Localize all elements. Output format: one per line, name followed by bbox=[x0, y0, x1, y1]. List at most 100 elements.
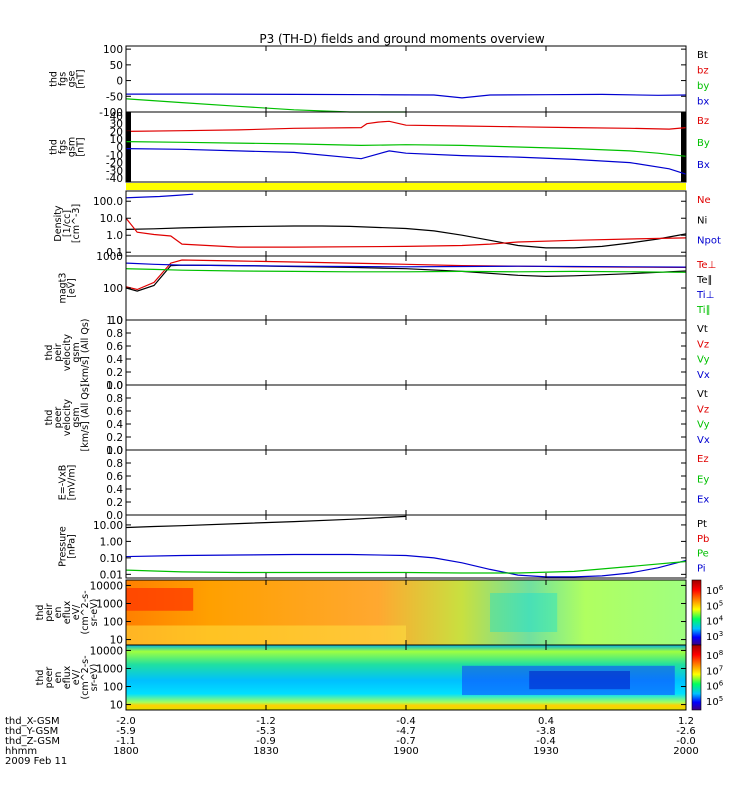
flag-bar bbox=[126, 183, 686, 190]
ytick-label: 100.0 bbox=[93, 196, 123, 208]
xaxis-row-label: thd_Y-GSM bbox=[5, 726, 58, 737]
ylabel-line: [nT] bbox=[76, 137, 87, 156]
ytick-label: 0.0 bbox=[106, 380, 123, 392]
colorbar-label: 104 bbox=[706, 615, 724, 628]
xaxis-row-label: thd_Z-GSM bbox=[5, 736, 60, 747]
series-Te∥ bbox=[125, 264, 687, 292]
xaxis-value: -5.9 bbox=[116, 726, 136, 737]
ytick-label: -40 bbox=[106, 173, 123, 185]
ylabel-line: Density bbox=[53, 205, 64, 241]
xaxis-value: -0.9 bbox=[256, 736, 276, 747]
legend-Bt: Bt bbox=[697, 50, 708, 61]
series-Ti∥ bbox=[125, 268, 687, 273]
legend-Vz: Vz bbox=[697, 404, 709, 415]
ytick-label: 0.4 bbox=[106, 354, 123, 366]
ytick-label: 0.10 bbox=[100, 553, 123, 565]
legend-bz: bz bbox=[697, 66, 709, 77]
xaxis-row-label: hhmm bbox=[5, 746, 37, 757]
ytick-label: 1.0 bbox=[106, 445, 123, 457]
panel-peir_eflux: 106 105 104 103 10000 1000 100 10 thdpeireneflux… bbox=[35, 579, 724, 647]
colorbar-label: 106 bbox=[706, 680, 724, 693]
series-Ni bbox=[125, 225, 687, 249]
ylabel-line: magt3 bbox=[58, 273, 69, 304]
ytick-label: 10 bbox=[110, 134, 123, 146]
legend-Ti∥: Ti∥ bbox=[696, 305, 711, 316]
colorbar-peer_eflux bbox=[691, 644, 702, 711]
frame-peer_velocity bbox=[125, 384, 687, 451]
xaxis-value: 1.2 bbox=[678, 716, 694, 727]
ytick-label: 1000 bbox=[96, 663, 123, 675]
ytick-label: 0.2 bbox=[106, 367, 123, 379]
legend-Ey: Ey bbox=[697, 474, 709, 485]
legend-Ez: Ez bbox=[697, 454, 709, 465]
ytick-label: 0.0 bbox=[106, 445, 123, 457]
ytick-label: 10 bbox=[110, 700, 123, 712]
legend-Ne: Ne bbox=[697, 195, 711, 206]
ytick-label: 100 bbox=[103, 44, 123, 56]
ylabel-line: Pressure bbox=[58, 526, 69, 567]
panel-peer_velocity: 1.00.80.60.40.20.0thdpeervelocitygsm[km/… bbox=[44, 380, 710, 457]
ytick-label: 0.0 bbox=[106, 510, 123, 522]
panel-temperature: 1000 100 10 magt3[eV] Te⊥ Te∥ Ti⊥ Ti∥ bbox=[58, 251, 717, 327]
xaxis-row-label: thd_X-GSM bbox=[5, 716, 60, 727]
legend-Vz: Vz bbox=[697, 339, 709, 350]
frame-fgs_gse bbox=[125, 45, 687, 113]
ytick-label: 40 bbox=[110, 111, 123, 123]
x-axis-labels: thd_X-GSM -2.0 -1.2 -0.4 0.4 1.2 thd_Y-GSM -5.9… bbox=[5, 716, 699, 767]
ylabel-line: gsm bbox=[71, 407, 82, 427]
ytick-label: 1.0 bbox=[106, 380, 123, 392]
ylabel-line: peir bbox=[53, 343, 64, 362]
xaxis-value: 0.4 bbox=[538, 716, 554, 727]
legend-Bx: Bx bbox=[697, 160, 710, 171]
ylabel-line: peer bbox=[53, 407, 64, 429]
ylabel-line: (cm^2-s- bbox=[80, 656, 91, 700]
ylabel-line: sr-eV) bbox=[89, 664, 100, 692]
ylabel-line: gsm bbox=[71, 342, 82, 362]
panel-pressure: 10.00 1.00 0.10 0.01 Pressure[nPa] Pt Pb Pe Pi bbox=[58, 514, 709, 581]
ylabel-line: en bbox=[53, 607, 64, 619]
colorbar-label: 106 bbox=[706, 584, 724, 597]
xaxis-value: -1.2 bbox=[256, 716, 276, 727]
ylabel-line: velocity bbox=[62, 399, 73, 437]
ytick-label: 0.2 bbox=[106, 497, 123, 509]
series-Pe bbox=[125, 560, 687, 574]
xaxis-value: -2.0 bbox=[116, 716, 136, 727]
ytick-label: -10 bbox=[106, 150, 123, 162]
ytick-label: -50 bbox=[106, 91, 123, 103]
xaxis-value: -2.6 bbox=[676, 726, 696, 737]
ytick-label: -20 bbox=[106, 158, 123, 170]
legend-Bz: Bz bbox=[697, 116, 709, 127]
ylabel-line: eV/ bbox=[71, 669, 82, 685]
ylabel-line: peir bbox=[44, 603, 55, 622]
panel-peir_velocity: 1.00.80.60.40.20.0thdpeirvelocitygsm[km/… bbox=[44, 315, 710, 392]
frame-fgs_gsm bbox=[125, 111, 687, 183]
ytick-label: 10000 bbox=[90, 580, 123, 592]
xaxis-value: 2000 bbox=[673, 746, 698, 757]
electron-flux-core bbox=[529, 671, 630, 690]
ylabel-line: gse bbox=[67, 70, 78, 87]
ylabel-line: [eV] bbox=[67, 278, 78, 298]
legend-Pb: Pb bbox=[697, 534, 709, 545]
legend-Vy: Vy bbox=[697, 355, 710, 366]
ylabel-line: [cm^-3] bbox=[71, 204, 82, 243]
ylabel-line: thd bbox=[35, 605, 46, 621]
colorbar-label: 105 bbox=[706, 695, 723, 708]
legend-Pt: Pt bbox=[697, 519, 707, 530]
series-Pi bbox=[125, 553, 687, 578]
ytick-label: 10.0 bbox=[100, 213, 123, 225]
xaxis-value: 1900 bbox=[393, 746, 418, 757]
ytick-label: -30 bbox=[106, 165, 123, 177]
xaxis-value: -0.7 bbox=[396, 736, 416, 747]
ylabel-line: [nT] bbox=[76, 69, 87, 88]
ytick-label: 100 bbox=[103, 682, 123, 694]
ytick-label: 10.00 bbox=[93, 520, 123, 532]
legend-Vt: Vt bbox=[697, 389, 708, 400]
series-Bx bbox=[125, 148, 687, 175]
ylabel-line: thd bbox=[44, 410, 55, 426]
colorbar-peir_eflux bbox=[691, 579, 702, 646]
colorbar-label: 107 bbox=[706, 664, 723, 677]
